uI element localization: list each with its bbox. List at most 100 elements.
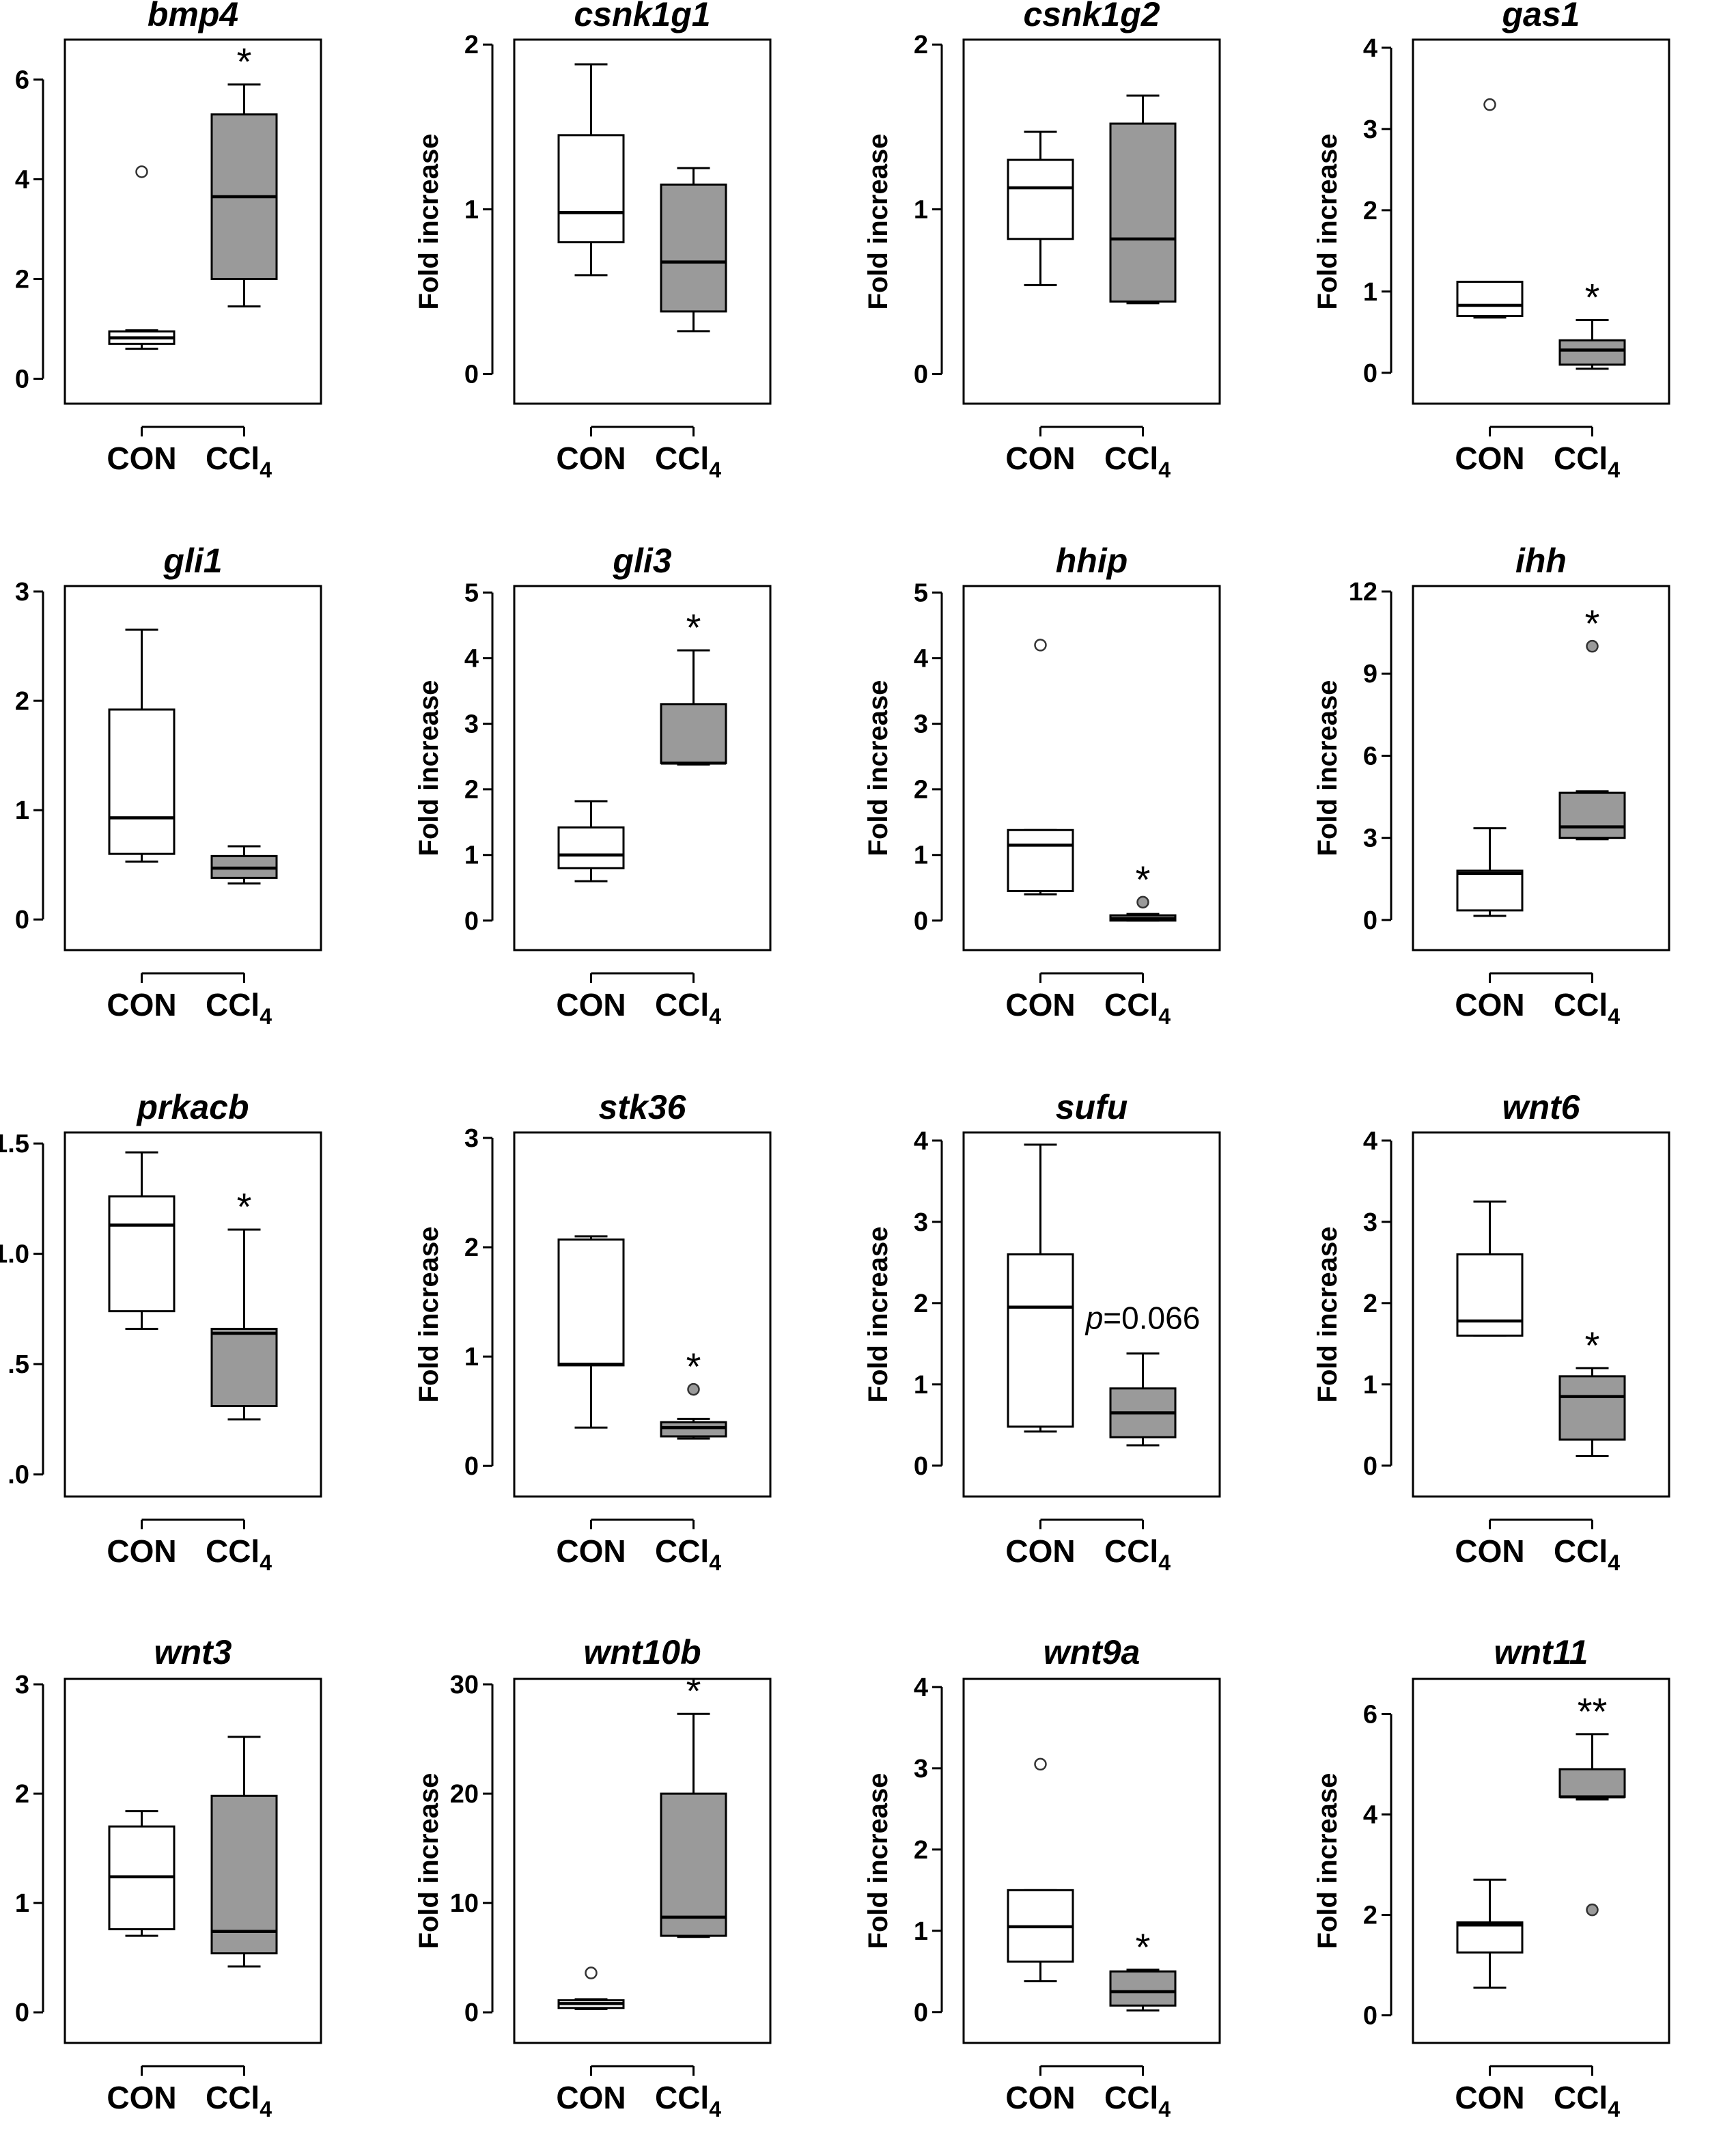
ccl4-box bbox=[660, 1712, 727, 1938]
y-tick-label: 3 bbox=[914, 710, 928, 739]
ccl4-iqr-box bbox=[660, 1421, 727, 1438]
y-tick-label: 2 bbox=[15, 1780, 29, 1809]
y-tick-label: 2 bbox=[914, 776, 928, 805]
y-tick-label: 2 bbox=[464, 31, 479, 59]
panel-csnk1g2: csnk1g2 0 1 2 Fold increase CON CCl4 bbox=[863, 0, 1221, 482]
panel-title: wnt3 bbox=[154, 1633, 232, 1671]
y-tick-label: 0 bbox=[1363, 906, 1377, 935]
y-tick-label: 1 bbox=[914, 1371, 928, 1400]
x-label-con: CON bbox=[1005, 2080, 1075, 2115]
plot-frame bbox=[64, 1131, 322, 1498]
y-tick-label: 1.0 bbox=[0, 1240, 29, 1269]
x-label-con: CON bbox=[107, 987, 176, 1022]
x-label-con: CON bbox=[107, 441, 176, 476]
panel-title: wnt11 bbox=[1494, 1633, 1588, 1671]
plot-frame bbox=[1412, 1131, 1670, 1498]
y-tick-label: 4 bbox=[1363, 1127, 1377, 1156]
y-tick-label: 2 bbox=[914, 1836, 928, 1865]
x-label-ccl4: CCl4 bbox=[1554, 987, 1620, 1029]
x-label-con: CON bbox=[556, 1533, 626, 1569]
y-axis-label: Fold increase bbox=[863, 1773, 893, 1949]
x-label-ccl4: CCl4 bbox=[1104, 987, 1171, 1029]
ccl4-iqr-box bbox=[1558, 1375, 1626, 1441]
y-axis-label: Fold increase bbox=[414, 134, 444, 310]
x-label-con: CON bbox=[1005, 441, 1075, 476]
y-tick-label: 0 bbox=[15, 365, 29, 393]
y-tick-label: 3 bbox=[914, 1755, 928, 1783]
ccl4-outlier bbox=[1586, 639, 1599, 653]
significance-marker: * bbox=[237, 1185, 252, 1228]
panel-title: gli3 bbox=[612, 542, 671, 580]
panel-title: hhip bbox=[1056, 542, 1128, 580]
y-tick-label: 0 bbox=[464, 907, 479, 936]
plot-frame bbox=[513, 585, 772, 951]
x-label-con: CON bbox=[1005, 1533, 1075, 1569]
ccl4-box bbox=[1109, 895, 1177, 922]
con-box bbox=[1007, 1143, 1074, 1433]
plot-frame bbox=[513, 1678, 772, 2044]
con-box bbox=[557, 1966, 625, 2010]
con-box bbox=[557, 1235, 625, 1429]
x-label-con: CON bbox=[1455, 441, 1524, 476]
y-tick-label: 4 bbox=[914, 645, 928, 673]
ccl4-iqr-box bbox=[660, 1792, 727, 1937]
significance-marker: * bbox=[237, 40, 252, 83]
y-tick-label: 3 bbox=[15, 578, 29, 607]
y-tick-label: 2 bbox=[914, 1290, 928, 1318]
panel-title: gas1 bbox=[1502, 0, 1580, 33]
significance-marker: * bbox=[1136, 1925, 1151, 1968]
y-tick-label: 1 bbox=[914, 841, 928, 870]
y-tick-label: 5 bbox=[464, 579, 479, 608]
con-outlier bbox=[585, 1966, 598, 1979]
ccl4-iqr-box bbox=[1558, 792, 1626, 839]
con-box bbox=[108, 165, 176, 350]
ccl4-iqr-box bbox=[1109, 122, 1177, 303]
ccl4-outlier bbox=[1586, 1903, 1599, 1917]
y-tick-label: .0 bbox=[8, 1461, 29, 1490]
y-tick-label: 1 bbox=[914, 1917, 928, 1946]
y-tick-label: 0 bbox=[464, 361, 479, 389]
y-tick-label: 0 bbox=[914, 1452, 928, 1481]
y-axis-label: Fold increase bbox=[863, 1227, 893, 1403]
x-label-con: CON bbox=[556, 2080, 626, 2115]
y-tick-label: 0 bbox=[464, 1452, 479, 1481]
y-tick-label: 0 bbox=[914, 361, 928, 389]
ccl4-box bbox=[210, 845, 278, 885]
y-axis-label: Fold increase bbox=[1313, 134, 1343, 310]
con-box bbox=[1456, 1200, 1524, 1337]
y-tick-label: 0 bbox=[1363, 359, 1377, 388]
y-axis-label: Fold increase bbox=[863, 680, 893, 857]
y-tick-label: 1 bbox=[464, 841, 479, 870]
y-tick-label: 30 bbox=[450, 1671, 479, 1699]
panel-title: wnt9a bbox=[1044, 1633, 1140, 1671]
con-box bbox=[557, 800, 625, 882]
panel-title: wnt6 bbox=[1502, 1088, 1581, 1126]
x-label-con: CON bbox=[107, 2080, 176, 2115]
con-iqr-box bbox=[1456, 1253, 1524, 1337]
ccl4-iqr-box bbox=[660, 183, 727, 313]
y-tick-label: 12 bbox=[1349, 578, 1377, 607]
panel-sufu: sufu 0 1 2 3 4 Fold increase CON CCl4 p=0.066 bbox=[863, 1088, 1221, 1575]
p-value-note: p=0.066 bbox=[1084, 1300, 1201, 1336]
con-box bbox=[108, 1810, 176, 1937]
y-tick-label: 2 bbox=[464, 1234, 479, 1262]
y-tick-label: 6 bbox=[15, 66, 29, 94]
ccl4-box bbox=[210, 1736, 278, 1968]
x-label-con: CON bbox=[556, 441, 626, 476]
y-tick-label: 4 bbox=[1363, 34, 1377, 63]
y-tick-label: 0 bbox=[1363, 2002, 1377, 2031]
plot-frame bbox=[64, 1678, 322, 2044]
panel-title: stk36 bbox=[599, 1088, 687, 1126]
y-axis-label: Fold increase bbox=[414, 1773, 444, 1949]
plot-frame bbox=[64, 585, 322, 951]
x-label-ccl4: CCl4 bbox=[655, 2080, 721, 2121]
panel-wnt6: wnt6 0 1 2 3 4 Fold increase CON CCl4 * bbox=[1313, 1088, 1670, 1575]
con-iqr-box bbox=[557, 1238, 625, 1367]
y-tick-label: 6 bbox=[1363, 742, 1377, 770]
significance-marker: * bbox=[686, 1669, 701, 1712]
panel-gas1: gas1 0 1 2 3 4 Fold increase CON CCl4 * bbox=[1313, 0, 1670, 482]
con-iqr-box bbox=[557, 826, 625, 869]
plot-frame bbox=[513, 1131, 772, 1498]
y-tick-label: 9 bbox=[1363, 660, 1377, 688]
